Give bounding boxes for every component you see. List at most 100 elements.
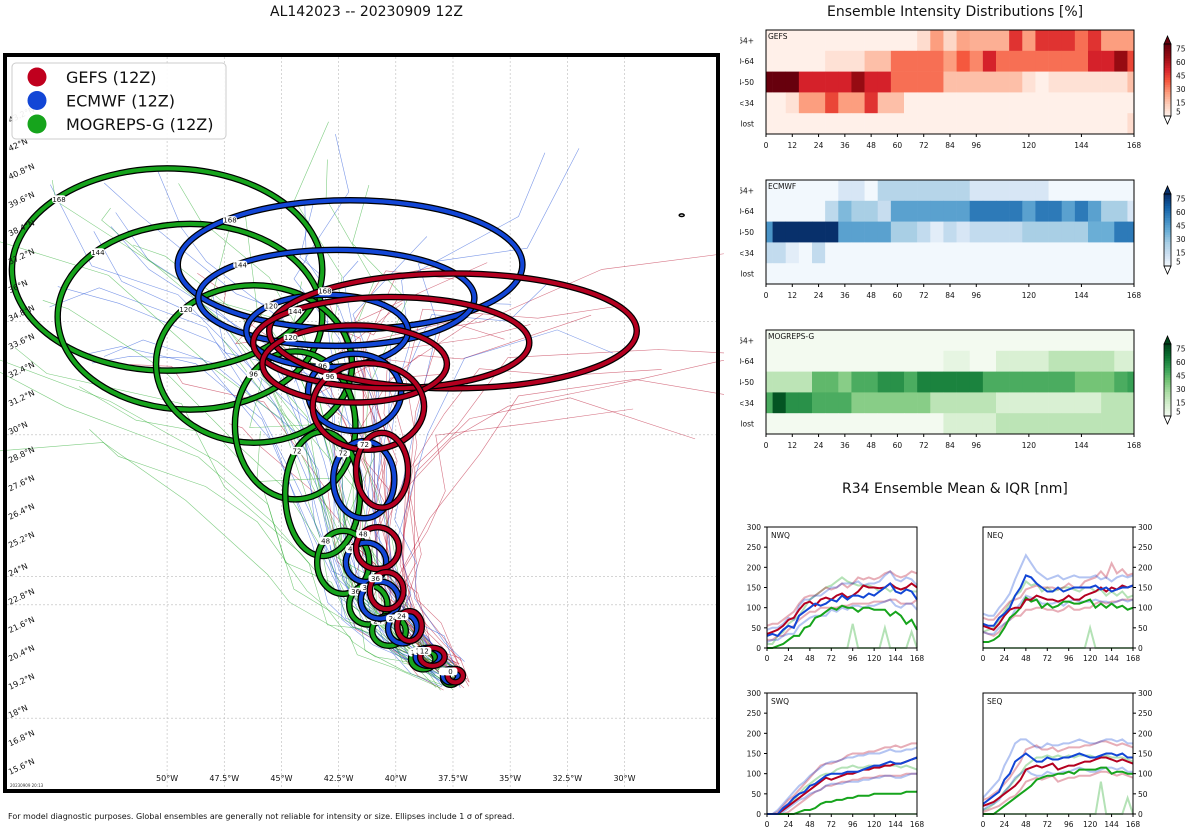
gefs-hour-label: 24: [397, 613, 406, 621]
heat-cell: [943, 392, 957, 414]
heat-cell: [1009, 413, 1023, 435]
r34-x-tick-label: 144: [1104, 820, 1119, 829]
ecmwf-ellipse-96: [306, 351, 404, 433]
ecmwf-r34-lower: [767, 772, 917, 815]
mogreps-ellipse-144: [55, 221, 325, 412]
heat-cell: [1035, 242, 1049, 264]
heat-panel-label: ECMWF: [768, 182, 796, 191]
r34-x-tick-label: 24: [784, 654, 794, 663]
heat-row-label: lost: [740, 270, 754, 279]
heat-cell: [1009, 113, 1023, 135]
mogreps-hour-label: 72: [293, 447, 302, 455]
heat-x-tick-label: 120: [1022, 441, 1037, 450]
heat-cell: [982, 50, 997, 72]
gefs-hour-label: 144: [288, 308, 302, 316]
r34-y-tick-label: 250: [1138, 709, 1153, 718]
heat-cell: [825, 221, 839, 243]
colorbar-segment: [1164, 208, 1171, 212]
r34-y-tick-label: 50: [751, 624, 761, 633]
heat-cell: [1009, 200, 1023, 222]
heat-cell: [982, 71, 997, 93]
heat-cell: [1074, 200, 1089, 222]
heat-cell: [904, 392, 918, 414]
heat-cell: [930, 71, 944, 93]
colorbar-frame: [1163, 43, 1172, 117]
r34-x-tick-label: 24: [784, 820, 794, 829]
heat-cell: [956, 371, 971, 393]
ecmwf-hour-label: 96: [318, 362, 327, 370]
heat-row-label: 50-64: [740, 207, 754, 216]
colorbar-segment: [1164, 220, 1171, 224]
heat-cell: [1061, 350, 1076, 372]
ecmwf-ellipse-144: [196, 247, 477, 348]
colorbar-segment: [1164, 77, 1171, 81]
colorbar-segment: [1164, 206, 1171, 209]
heat-cell: [798, 350, 813, 372]
heat-cell: [1022, 200, 1036, 222]
heat-cell: [1074, 413, 1089, 435]
gefs-r34-mean: [982, 756, 1134, 807]
heat-cell: [772, 221, 787, 243]
heat-cell: [904, 92, 918, 114]
heat-cell: [825, 392, 839, 414]
mogreps-hour-label: 144: [91, 249, 105, 257]
heat-cell: [1035, 371, 1049, 393]
mogreps-hour-label: 168: [52, 196, 65, 204]
heat-x-tick-label: 120: [1022, 141, 1037, 150]
r34-y-tick-label: 300: [1138, 689, 1153, 698]
r34-x-tick-label: 48: [1021, 820, 1031, 829]
heat-cell: [812, 413, 826, 435]
heat-cell: [1061, 392, 1076, 414]
heat-cell: [982, 330, 997, 352]
heat-cell: [812, 50, 826, 72]
colorbar-segment: [1164, 65, 1171, 69]
lat-tick-label: 21.6°N: [7, 615, 36, 635]
colorbar-segment: [1164, 196, 1171, 200]
heat-x-tick-label: 12: [788, 291, 798, 300]
heat-cell: [1088, 242, 1102, 264]
heat-cell: [766, 92, 773, 114]
colorbar-segment: [1164, 404, 1171, 407]
ecmwf-hour-label-bg: [335, 449, 350, 458]
heat-cell: [812, 263, 826, 285]
heat-cell: [772, 71, 787, 93]
r34-y-tick-label: 0: [756, 810, 761, 819]
heat-cell: [1061, 242, 1076, 264]
r34-y-tick-label: 0: [756, 644, 761, 653]
heat-cell: [1074, 371, 1089, 393]
heat-cell: [996, 413, 1010, 435]
heat-cell: [877, 180, 892, 202]
heat-cell: [1127, 30, 1135, 52]
heat-cell: [890, 30, 905, 52]
colorbar-segment: [1164, 99, 1171, 102]
heat-cell: [890, 350, 905, 372]
heat-cell: [917, 92, 931, 114]
gefs-member-track: [392, 368, 662, 683]
colorbar-segment: [1164, 413, 1171, 417]
heat-cell: [1009, 242, 1023, 264]
heat-cell: [785, 113, 800, 135]
lon-tick-label: 35°W: [499, 774, 521, 783]
heat-cell: [917, 180, 931, 202]
colorbar-tick-label: 60: [1176, 58, 1186, 67]
heat-cell: [890, 371, 905, 393]
heat-cell: [956, 180, 971, 202]
heat-cell: [798, 30, 813, 52]
heat-cell: [1088, 71, 1102, 93]
heat-cell: [1048, 413, 1063, 435]
heat-cell: [917, 221, 931, 243]
heat-cell: [851, 200, 865, 222]
heat-cell: [1022, 113, 1036, 135]
colorbar-extend-top: [1163, 335, 1172, 345]
heat-cell: [838, 371, 852, 393]
colorbar-segment: [1164, 399, 1171, 402]
heat-cell: [851, 92, 865, 114]
colorbar-segment: [1164, 87, 1171, 90]
heat-cell: [1061, 200, 1076, 222]
mogreps-r34-mean: [767, 604, 918, 649]
heat-cell: [956, 413, 971, 435]
colorbar-segment: [1164, 382, 1171, 386]
heat-cell: [766, 371, 773, 393]
gefs-hour-label: 168: [318, 288, 331, 296]
